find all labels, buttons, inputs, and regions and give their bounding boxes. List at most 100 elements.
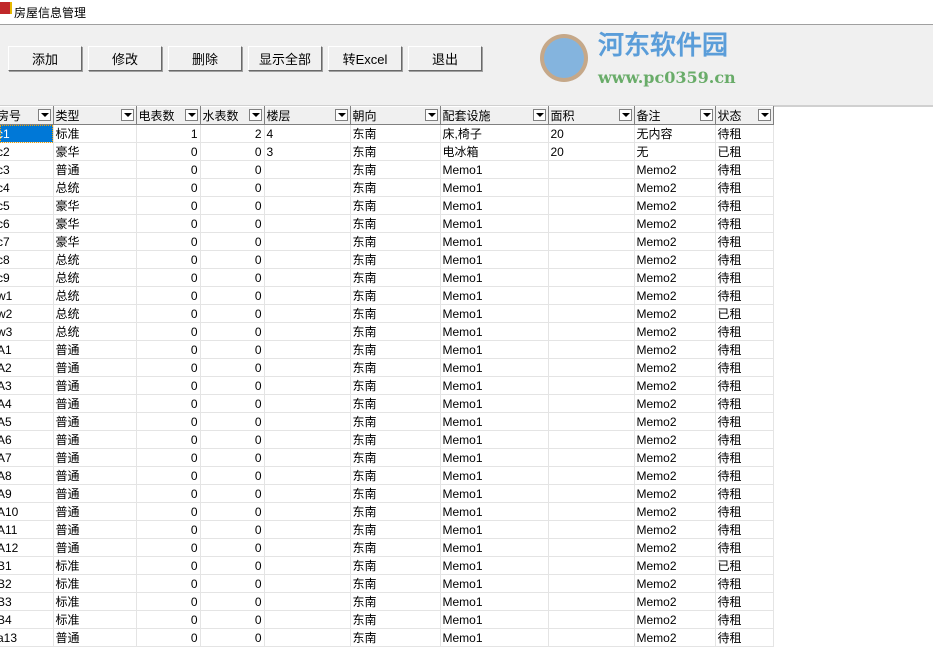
cell-room-number[interactable]: w2 — [0, 304, 54, 323]
cell-facilities[interactable]: Memo1 — [440, 466, 549, 485]
column-header-remarks[interactable]: 备注 — [634, 106, 716, 125]
cell-facilities[interactable]: Memo1 — [440, 448, 549, 467]
cell-water-meter[interactable]: 0 — [200, 340, 265, 359]
cell-electric-meter[interactable]: 0 — [136, 592, 201, 611]
cell-remarks[interactable]: Memo2 — [634, 268, 716, 287]
cell-water-meter[interactable]: 0 — [200, 556, 265, 575]
cell-area[interactable] — [548, 412, 635, 431]
table-row[interactable]: B3 标准 0 0 东南 Memo1 Memo2 待租 — [0, 592, 774, 611]
cell-room-number[interactable]: A8 — [0, 466, 54, 485]
cell-room-number[interactable]: B1 — [0, 556, 54, 575]
cell-type[interactable]: 普通 — [53, 502, 137, 521]
filter-dropdown-icon[interactable] — [757, 109, 771, 121]
cell-type[interactable]: 普通 — [53, 412, 137, 431]
filter-dropdown-icon[interactable] — [248, 109, 262, 121]
cell-room-number[interactable]: c2 — [0, 142, 54, 161]
cell-remarks[interactable]: Memo2 — [634, 340, 716, 359]
cell-remarks[interactable]: Memo2 — [634, 412, 716, 431]
cell-floor[interactable] — [264, 484, 351, 503]
cell-area[interactable] — [548, 610, 635, 629]
cell-room-number[interactable]: c3 — [0, 160, 54, 179]
column-header-orientation[interactable]: 朝向 — [350, 106, 441, 125]
cell-orientation[interactable]: 东南 — [350, 250, 441, 269]
cell-facilities[interactable]: Memo1 — [440, 628, 549, 647]
cell-area[interactable] — [548, 394, 635, 413]
cell-area[interactable] — [548, 250, 635, 269]
table-row[interactable]: A1 普通 0 0 东南 Memo1 Memo2 待租 — [0, 340, 774, 359]
cell-area[interactable] — [548, 232, 635, 251]
cell-electric-meter[interactable]: 0 — [136, 286, 201, 305]
table-row[interactable]: w3 总统 0 0 东南 Memo1 Memo2 待租 — [0, 322, 774, 341]
cell-electric-meter[interactable]: 0 — [136, 358, 201, 377]
cell-room-number[interactable]: A3 — [0, 376, 54, 395]
cell-facilities[interactable]: Memo1 — [440, 196, 549, 215]
cell-facilities[interactable]: Memo1 — [440, 484, 549, 503]
cell-type[interactable]: 普通 — [53, 520, 137, 539]
cell-floor[interactable] — [264, 592, 351, 611]
cell-facilities[interactable]: Memo1 — [440, 394, 549, 413]
cell-status[interactable]: 待租 — [715, 466, 774, 485]
cell-remarks[interactable]: Memo2 — [634, 466, 716, 485]
cell-remarks[interactable]: Memo2 — [634, 250, 716, 269]
cell-type[interactable]: 豪华 — [53, 232, 137, 251]
table-row[interactable]: c4 总统 0 0 东南 Memo1 Memo2 待租 — [0, 178, 774, 197]
table-row[interactable]: a13 普通 0 0 东南 Memo1 Memo2 待租 — [0, 628, 774, 647]
cell-floor[interactable] — [264, 628, 351, 647]
cell-floor[interactable] — [264, 538, 351, 557]
cell-electric-meter[interactable]: 0 — [136, 502, 201, 521]
table-row[interactable]: c3 普通 0 0 东南 Memo1 Memo2 待租 — [0, 160, 774, 179]
cell-facilities[interactable]: Memo1 — [440, 502, 549, 521]
cell-electric-meter[interactable]: 0 — [136, 538, 201, 557]
cell-status[interactable]: 待租 — [715, 178, 774, 197]
cell-water-meter[interactable]: 0 — [200, 448, 265, 467]
cell-floor[interactable]: 3 — [264, 142, 351, 161]
cell-room-number[interactable]: B4 — [0, 610, 54, 629]
cell-orientation[interactable]: 东南 — [350, 268, 441, 287]
cell-floor[interactable] — [264, 376, 351, 395]
cell-orientation[interactable]: 东南 — [350, 628, 441, 647]
cell-facilities[interactable]: Memo1 — [440, 304, 549, 323]
cell-remarks[interactable]: Memo2 — [634, 538, 716, 557]
cell-orientation[interactable]: 东南 — [350, 466, 441, 485]
cell-status[interactable]: 待租 — [715, 268, 774, 287]
cell-type[interactable]: 普通 — [53, 430, 137, 449]
cell-orientation[interactable]: 东南 — [350, 574, 441, 593]
cell-area[interactable] — [548, 160, 635, 179]
cell-orientation[interactable]: 东南 — [350, 412, 441, 431]
cell-orientation[interactable]: 东南 — [350, 124, 441, 143]
cell-room-number[interactable]: A4 — [0, 394, 54, 413]
cell-remarks[interactable]: Memo2 — [634, 358, 716, 377]
cell-status[interactable]: 待租 — [715, 124, 774, 143]
cell-floor[interactable] — [264, 196, 351, 215]
table-row[interactable]: c6 豪华 0 0 东南 Memo1 Memo2 待租 — [0, 214, 774, 233]
cell-remarks[interactable]: Memo2 — [634, 520, 716, 539]
cell-area[interactable] — [548, 304, 635, 323]
cell-facilities[interactable]: Memo1 — [440, 214, 549, 233]
cell-remarks[interactable]: Memo2 — [634, 286, 716, 305]
column-header-status[interactable]: 状态 — [715, 106, 774, 125]
cell-status[interactable]: 待租 — [715, 574, 774, 593]
export-excel-button[interactable]: 转Excel — [328, 46, 402, 71]
show-all-button[interactable]: 显示全部 — [248, 46, 322, 71]
table-row[interactable]: A11 普通 0 0 东南 Memo1 Memo2 待租 — [0, 520, 774, 539]
cell-facilities[interactable]: Memo1 — [440, 520, 549, 539]
table-row[interactable]: B1 标准 0 0 东南 Memo1 Memo2 已租 — [0, 556, 774, 575]
cell-electric-meter[interactable]: 0 — [136, 394, 201, 413]
cell-status[interactable]: 待租 — [715, 502, 774, 521]
cell-remarks[interactable]: Memo2 — [634, 484, 716, 503]
cell-water-meter[interactable]: 0 — [200, 430, 265, 449]
table-row[interactable]: B4 标准 0 0 东南 Memo1 Memo2 待租 — [0, 610, 774, 629]
table-row[interactable]: A3 普通 0 0 东南 Memo1 Memo2 待租 — [0, 376, 774, 395]
cell-status[interactable]: 待租 — [715, 484, 774, 503]
cell-floor[interactable] — [264, 322, 351, 341]
cell-type[interactable]: 豪华 — [53, 142, 137, 161]
cell-status[interactable]: 待租 — [715, 412, 774, 431]
cell-room-number[interactable]: A7 — [0, 448, 54, 467]
table-row[interactable]: A6 普通 0 0 东南 Memo1 Memo2 待租 — [0, 430, 774, 449]
cell-water-meter[interactable]: 0 — [200, 484, 265, 503]
cell-area[interactable] — [548, 376, 635, 395]
cell-status[interactable]: 待租 — [715, 394, 774, 413]
cell-area[interactable] — [548, 520, 635, 539]
cell-type[interactable]: 总统 — [53, 322, 137, 341]
